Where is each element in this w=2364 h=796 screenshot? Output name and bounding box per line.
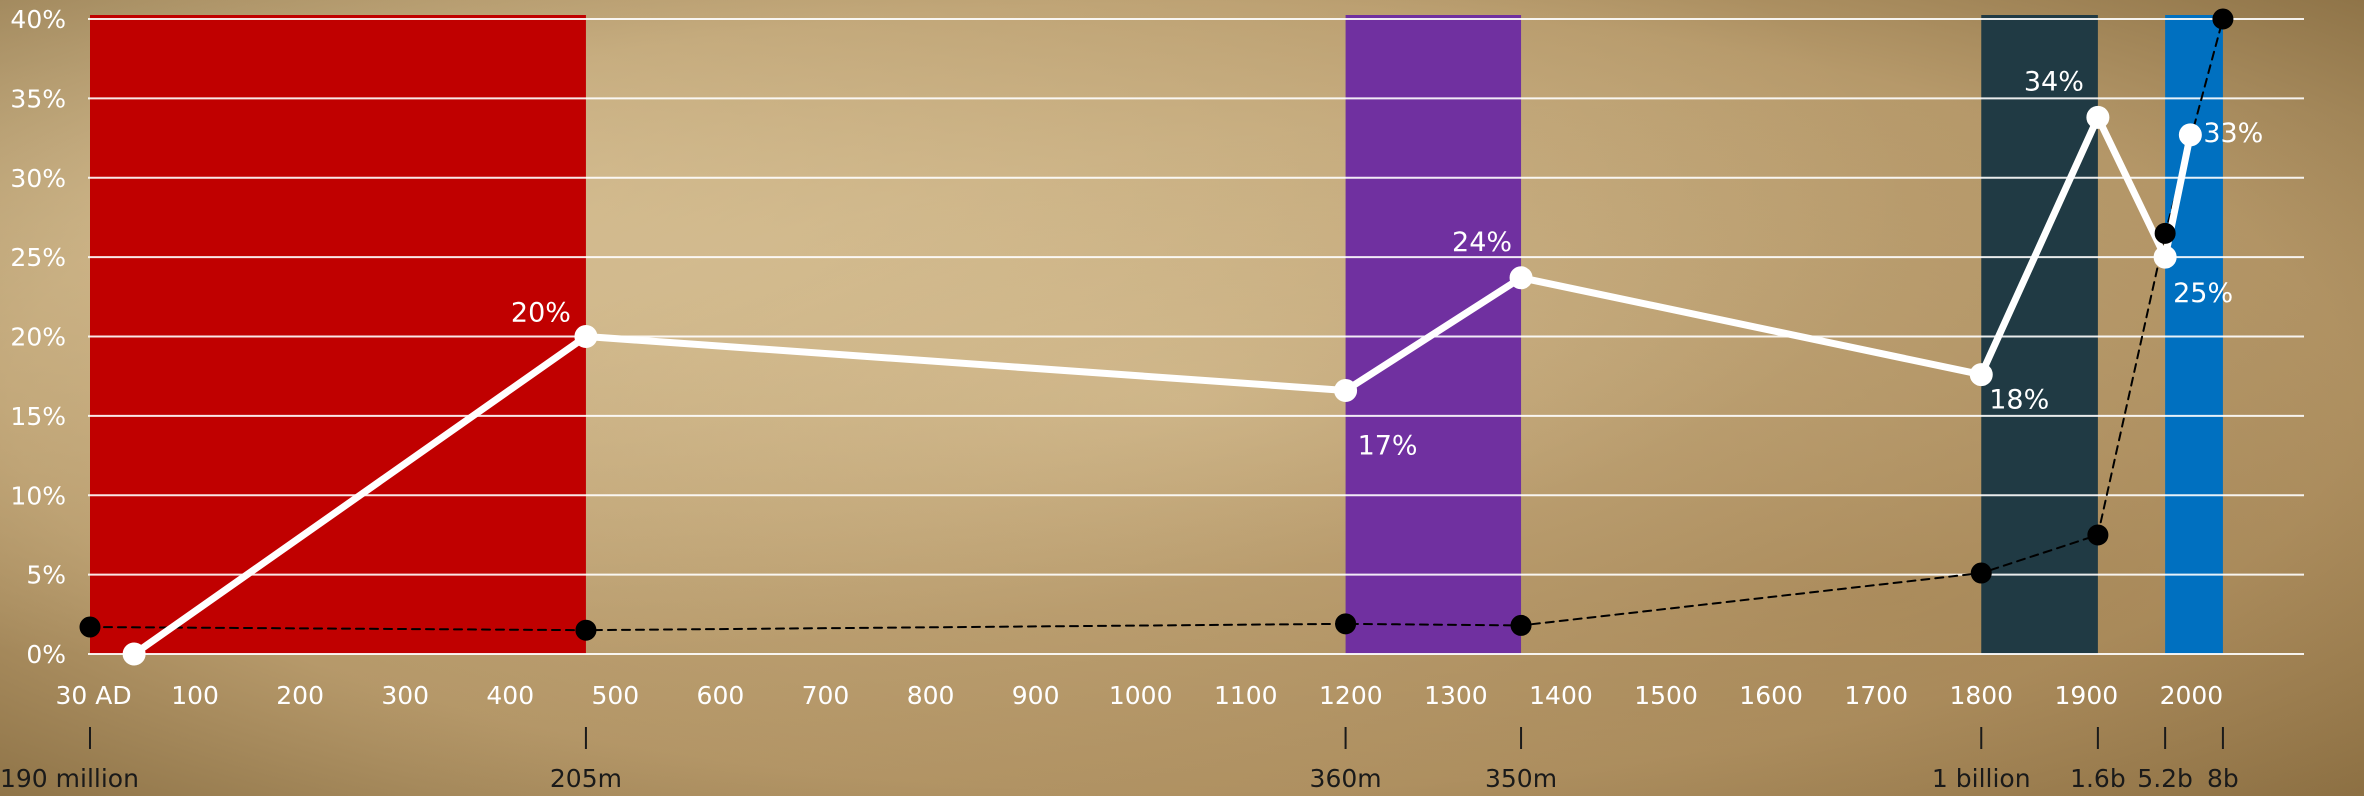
population-label: 205m [550,764,622,793]
data-label: 33% [2203,118,2263,149]
data-label: 34% [2024,66,2084,97]
x-tick-label: 30 AD [55,681,131,710]
x-tick-label: 1400 [1529,681,1593,710]
solid-series-point [574,325,598,348]
period-band-3 [2165,15,2223,654]
y-tick-label: 25% [10,243,66,272]
solid-series-point [2178,123,2202,147]
x-tick-label: 1600 [1739,681,1803,710]
x-tick-label: 200 [276,681,324,710]
dashed-series-point [2087,524,2109,546]
data-label: 24% [1452,227,1512,258]
x-tick-label: 1500 [1634,681,1698,710]
y-tick-label: 5% [26,561,66,590]
y-tick-label: 30% [10,164,66,193]
y-tick-label: 35% [10,84,66,113]
x-tick-label: 500 [591,681,639,710]
x-tick-label: 300 [381,681,429,710]
y-axis-ticks: 0% 5% 10% 15% 20% 25% 30% 35% 40% [10,5,66,669]
population-label: 350m [1485,764,1557,793]
x-tick-label: 1900 [2055,681,2119,710]
population-label: 8b [2207,764,2239,793]
x-tick-label: 700 [802,681,850,710]
x-tick-label: 1800 [1949,681,2013,710]
population-label: 1 billion [1932,764,2031,793]
solid-series-point [1334,378,1358,402]
dashed-series-point [1510,614,1532,636]
dashed-series-point [2154,222,2176,244]
population-label: 190 million [0,764,139,793]
y-tick-label: 0% [26,640,66,669]
x-tick-label: 1300 [1424,681,1488,710]
data-label: 20% [511,298,571,329]
dashed-series-point [79,616,101,638]
solid-series-point [1969,363,1993,387]
x-tick-label: 400 [486,681,534,710]
x-tick-label: 800 [907,681,955,710]
x-tick-label: 1200 [1319,681,1383,710]
solid-series-point [2153,245,2177,269]
solid-series-point [122,642,146,666]
population-markers: 190 million 205m 360m 350m 1 billion 1.6b 5.2b… [0,727,2239,793]
dashed-series-point [1970,562,1992,584]
x-tick-label: 2000 [2160,681,2224,710]
x-tick-label: 1100 [1214,681,1278,710]
x-tick-label: 1000 [1109,681,1173,710]
data-label: 17% [1358,430,1418,461]
y-tick-label: 15% [10,402,66,431]
dashed-series-point [575,619,597,641]
y-tick-label: 40% [10,5,66,34]
population-label: 360m [1310,764,1382,793]
series-lines [89,18,2224,658]
x-tick-label: 100 [171,681,219,710]
data-label: 18% [1989,385,2049,416]
dashed-series-line [89,18,2224,632]
y-tick-label: 10% [10,481,66,510]
solid-series-point [2086,105,2110,129]
x-tick-label: 1700 [1844,681,1908,710]
population-label: 1.6b [2070,764,2126,793]
x-tick-label: 600 [697,681,745,710]
series-points [79,8,2234,666]
dashed-series-point [2212,8,2234,30]
y-tick-label: 20% [10,323,66,352]
period-bands [90,15,2223,654]
population-label: 5.2b [2137,764,2193,793]
x-tick-label: 900 [1012,681,1060,710]
period-band-0 [90,15,586,654]
dashed-series-point [1335,613,1357,635]
data-labels: 20% 17% 24% 18% 34% 25% 33% [511,66,2263,461]
solid-series-point [1509,266,1533,290]
gridlines [88,18,2304,655]
x-axis-ticks: 30 AD 100 200 300 400 500 600 700 800 900 1000 1100… [55,681,2223,710]
solid-series-line [130,113,2194,658]
data-label: 25% [2173,278,2233,309]
